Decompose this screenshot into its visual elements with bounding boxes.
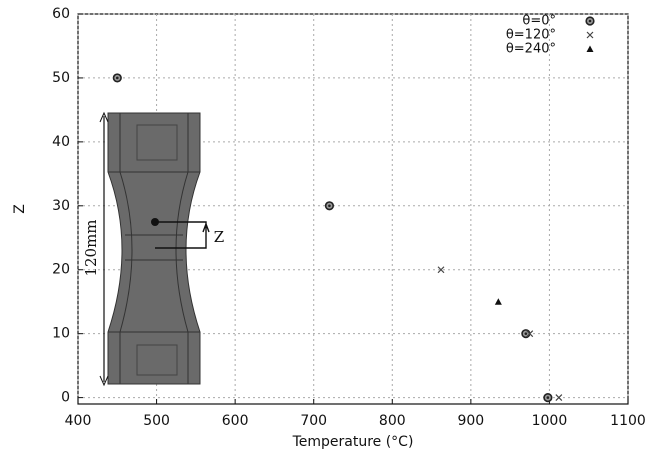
grip-box: [136, 344, 178, 376]
x-tick-label: 400: [65, 413, 92, 429]
legend-label: θ=240°: [506, 42, 556, 57]
marker-x: [526, 330, 534, 338]
specimen: [107, 112, 201, 385]
y-axis-label: Z: [12, 204, 28, 214]
inset-z-label: Z: [214, 228, 224, 246]
x-tick-label: 900: [457, 413, 484, 429]
dimension-arrows: [99, 111, 109, 387]
marker-x: [586, 31, 594, 39]
marker-triangle: [586, 45, 594, 52]
x-tick-label: 700: [300, 413, 327, 429]
z-bracket: [155, 221, 210, 249]
marker-x: [555, 394, 563, 402]
inset-length-label: 120mm: [82, 219, 100, 276]
marker-circle: [521, 329, 531, 339]
x-axis-label: Temperature (°C): [292, 434, 414, 450]
marker-circle: [543, 393, 553, 403]
x-tick-label: 800: [379, 413, 406, 429]
y-tick-label: 40: [52, 134, 70, 150]
specimen-lines: [108, 113, 200, 384]
y-tick-label: 50: [52, 70, 70, 86]
marker-circle: [585, 16, 595, 26]
x-tick-label: 1100: [610, 413, 646, 429]
y-tick-label: 20: [52, 262, 70, 278]
y-tick-label: 30: [52, 198, 70, 214]
marker-x: [437, 266, 445, 274]
y-tick-label: 0: [61, 390, 70, 406]
legend-label: θ=120°: [506, 28, 556, 43]
marker-triangle: [494, 298, 502, 305]
x-tick-label: 500: [143, 413, 170, 429]
marker-circle: [324, 201, 335, 211]
x-tick-label: 1000: [532, 413, 568, 429]
y-tick-label: 60: [52, 6, 70, 22]
grip-box: [136, 124, 178, 161]
marker-circle: [112, 73, 122, 83]
legend-label: θ=0°: [522, 14, 556, 29]
y-tick-label: 10: [52, 326, 70, 342]
specimen-inset: 120mm Z: [82, 111, 224, 387]
x-tick-label: 600: [222, 413, 249, 429]
